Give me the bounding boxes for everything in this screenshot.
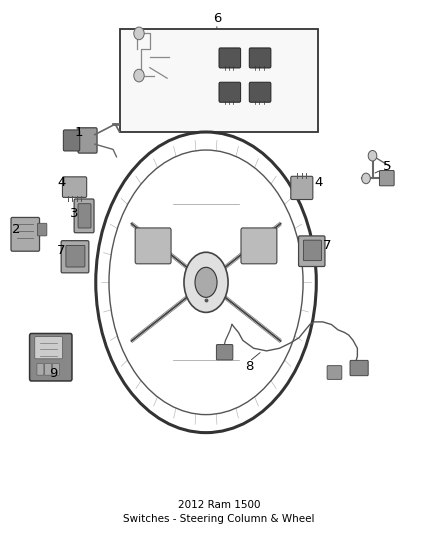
Text: 7: 7: [323, 239, 332, 252]
Circle shape: [362, 173, 371, 184]
FancyBboxPatch shape: [350, 360, 368, 376]
Text: 3: 3: [70, 207, 78, 220]
FancyBboxPatch shape: [74, 199, 94, 233]
FancyBboxPatch shape: [249, 48, 271, 68]
FancyBboxPatch shape: [37, 223, 47, 236]
FancyBboxPatch shape: [241, 228, 277, 264]
FancyBboxPatch shape: [64, 130, 80, 151]
Circle shape: [368, 150, 377, 161]
FancyBboxPatch shape: [11, 217, 39, 251]
FancyBboxPatch shape: [219, 82, 240, 102]
Circle shape: [134, 27, 144, 39]
FancyBboxPatch shape: [53, 364, 60, 375]
FancyBboxPatch shape: [291, 176, 313, 199]
FancyBboxPatch shape: [135, 228, 171, 264]
FancyBboxPatch shape: [37, 364, 44, 375]
FancyBboxPatch shape: [30, 334, 72, 381]
Bar: [120, 29, 318, 132]
Text: 8: 8: [245, 360, 254, 373]
Text: 4: 4: [314, 175, 323, 189]
FancyBboxPatch shape: [66, 245, 85, 267]
FancyBboxPatch shape: [379, 171, 394, 186]
Text: 4: 4: [57, 175, 65, 189]
Circle shape: [134, 69, 144, 82]
Text: 2: 2: [12, 223, 21, 236]
Ellipse shape: [184, 252, 228, 312]
Text: 2012 Ram 1500
Switches - Steering Column & Wheel: 2012 Ram 1500 Switches - Steering Column…: [123, 500, 315, 524]
FancyBboxPatch shape: [216, 344, 233, 360]
FancyBboxPatch shape: [249, 82, 271, 102]
Text: 5: 5: [382, 160, 391, 173]
Text: 1: 1: [74, 125, 83, 139]
Text: 6: 6: [213, 12, 221, 25]
Text: 7: 7: [57, 244, 65, 257]
FancyBboxPatch shape: [78, 204, 91, 228]
FancyBboxPatch shape: [35, 337, 63, 359]
Text: 9: 9: [49, 367, 58, 379]
FancyBboxPatch shape: [61, 241, 89, 273]
FancyBboxPatch shape: [299, 236, 325, 266]
Ellipse shape: [195, 267, 217, 297]
FancyBboxPatch shape: [78, 128, 97, 153]
FancyBboxPatch shape: [304, 240, 321, 261]
FancyBboxPatch shape: [219, 48, 240, 68]
FancyBboxPatch shape: [63, 177, 87, 197]
FancyBboxPatch shape: [327, 366, 342, 379]
FancyBboxPatch shape: [45, 364, 52, 375]
